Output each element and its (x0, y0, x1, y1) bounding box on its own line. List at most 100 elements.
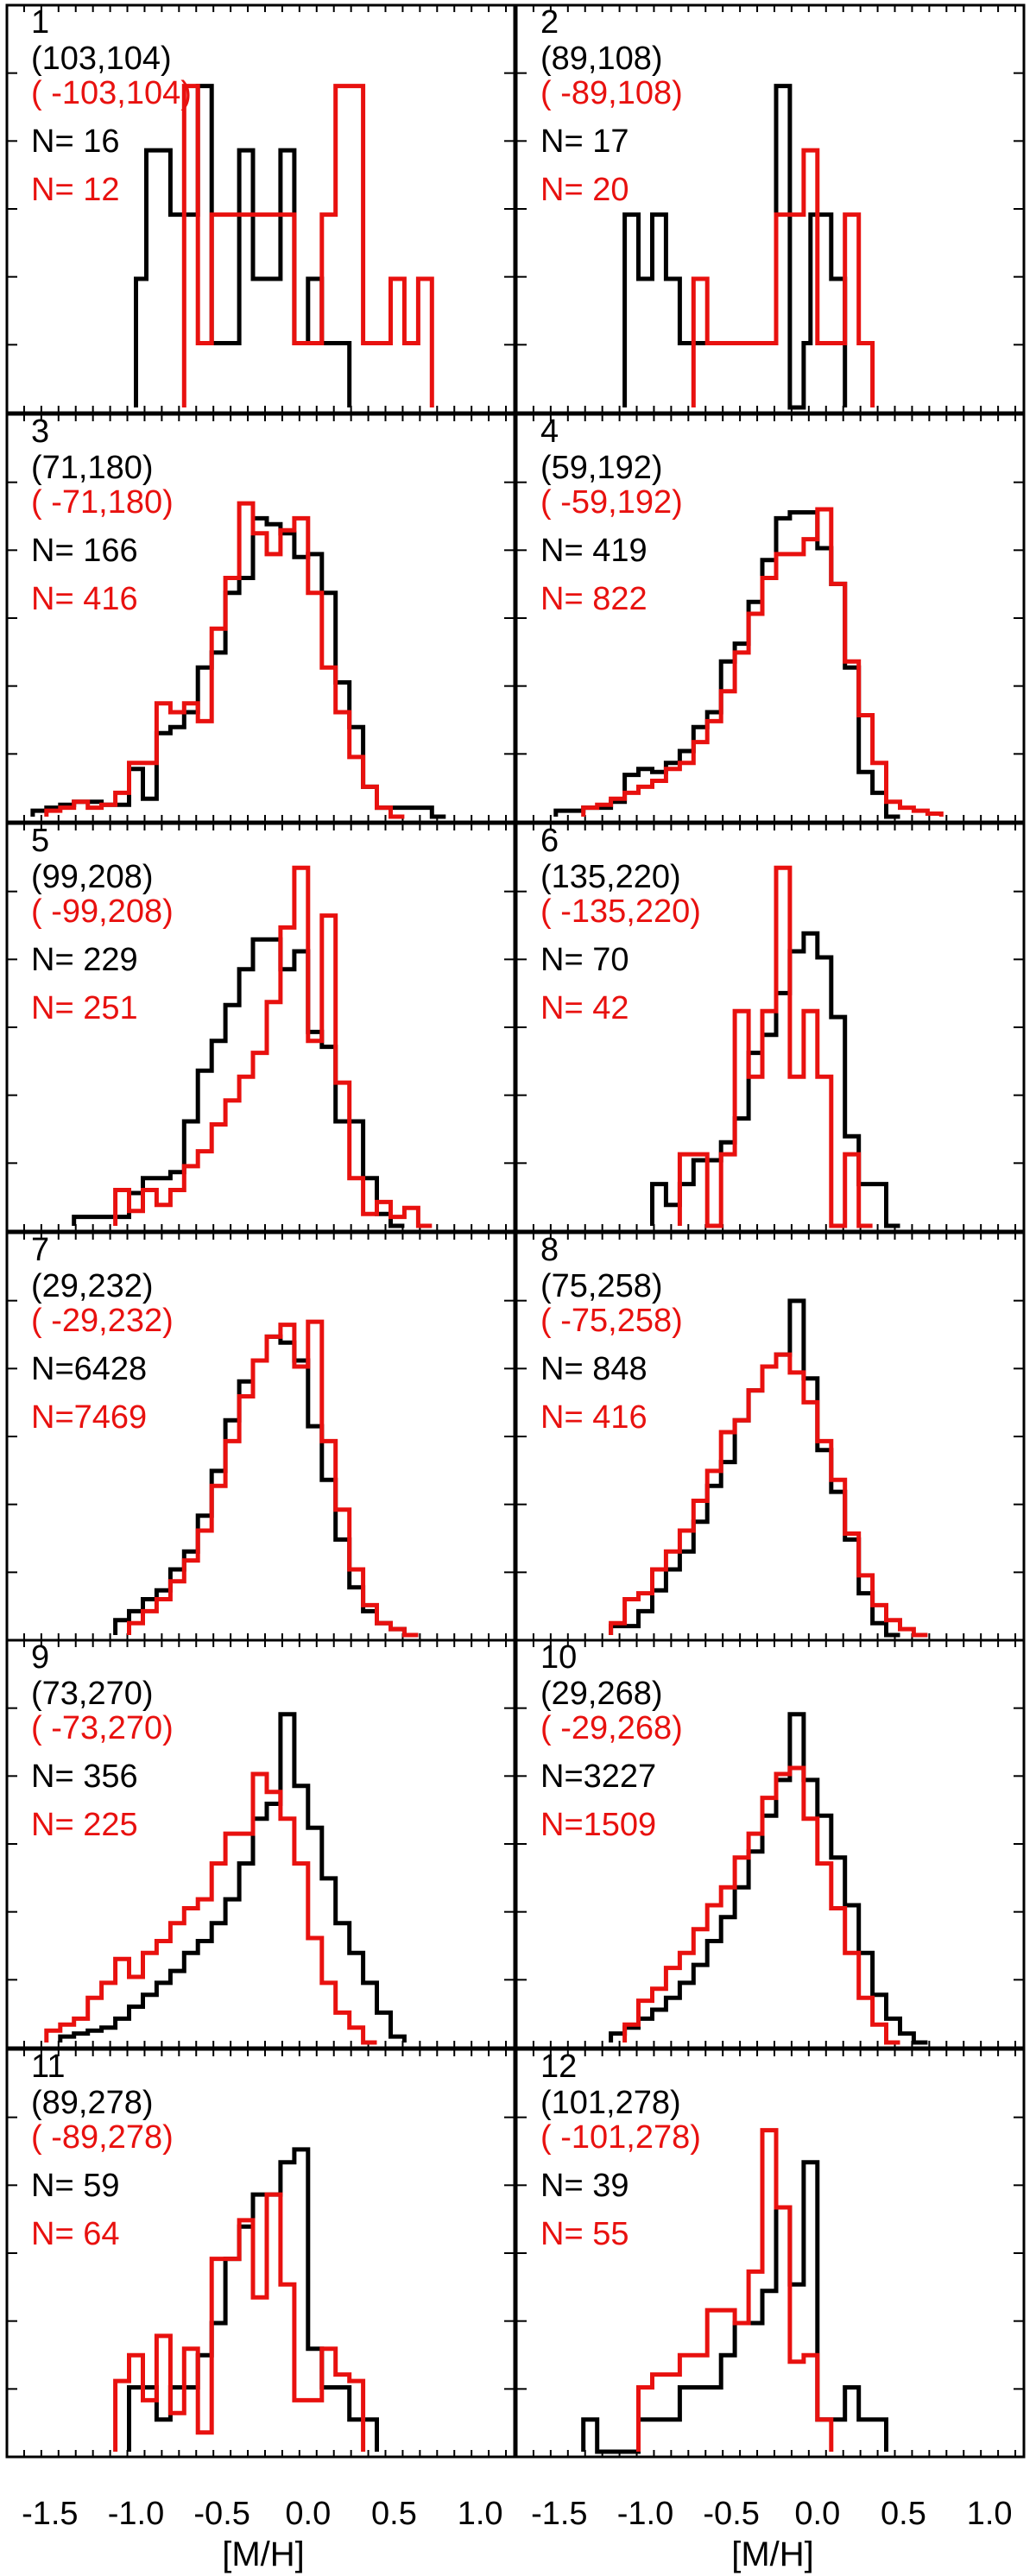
panel-frame (5, 822, 516, 1233)
histogram-series-red (181, 84, 434, 407)
x-tick-label: -0.5 (193, 2496, 250, 2532)
red-coordinate-label: ( -29,268) (540, 1710, 683, 1746)
histogram-series-red (113, 865, 433, 1228)
black-coordinate-label: (75,258) (540, 1268, 663, 1304)
histogram-series-red (113, 2192, 366, 2452)
black-coordinate-label: (99,208) (31, 859, 154, 895)
black-count-label: N= 356 (31, 1758, 138, 1795)
panel-frame (515, 2048, 1026, 2459)
red-count-label: N= 42 (540, 990, 629, 1026)
black-count-label: N= 39 (540, 2168, 629, 2204)
red-coordinate-label: ( -135,220) (540, 893, 701, 930)
histogram-panel-5: 5(99,208)( -99,208) N= 229 N= 251 (5, 822, 516, 1233)
panel-number: 3 (31, 414, 49, 450)
histogram-panel-4: 4(59,192)( -59,192) N= 419 N= 822 (515, 413, 1026, 824)
x-tick-label: 0.0 (794, 2496, 840, 2532)
black-count-label: N= 17 (540, 123, 629, 160)
panel-grid: 1(103,104)( -103,104) N= 16 N= 12 2(89,108)… (5, 3, 1026, 2459)
x-tick-label: 1.0 (967, 2496, 1013, 2532)
black-coordinate-label: (101,278) (540, 2085, 681, 2121)
red-count-label: N= 55 (540, 2216, 629, 2252)
histogram-series-red (622, 1765, 900, 2045)
black-count-label: N= 848 (540, 1351, 648, 1387)
red-coordinate-label: ( -99,208) (31, 893, 174, 930)
black-coordinate-label: (103,104) (31, 41, 172, 77)
black-coordinate-label: (73,270) (31, 1676, 154, 1712)
histogram-panel-1: 1(103,104)( -103,104) N= 16 N= 12 (5, 3, 516, 414)
red-coordinate-label: ( -103,104) (31, 75, 192, 111)
black-count-label: N= 59 (31, 2168, 119, 2204)
x-axis-right: -1.5 -1.0 -0.5 0.0 0.5 1.0 (531, 2496, 1012, 2532)
histogram-series-red (44, 501, 405, 819)
histogram-panel-7: 7(29,232)( -29,232) N=6428 N=7469 (5, 1231, 516, 1642)
x-tick-label: -1.5 (22, 2496, 78, 2532)
x-axis-left: -1.5 -1.0 -0.5 0.0 0.5 1.0 (22, 2496, 502, 2532)
black-coordinate-label: (71,180) (31, 450, 154, 486)
red-count-label: N= 416 (540, 1399, 648, 1436)
histogram-series-black (58, 1712, 407, 2042)
histogram-series-red (581, 507, 944, 817)
red-coordinate-label: ( -73,270) (31, 1710, 174, 1746)
histogram-panel-6: 6(135,220)( -135,220) N= 70 N= 42 (515, 822, 1026, 1233)
red-coordinate-label: ( -29,232) (31, 1303, 174, 1339)
histogram-panel-12: 12(101,278)( -101,278) N= 39 N= 55 (515, 2048, 1026, 2459)
x-axis-title-right: [M/H] (731, 2535, 814, 2573)
black-count-label: N=6428 (31, 1351, 147, 1387)
red-count-label: N= 64 (31, 2216, 119, 2252)
histogram-panel-11: 11(89,278)( -89,278) N= 59 N= 64 (5, 2048, 516, 2459)
x-tick-label: 0.5 (371, 2496, 417, 2532)
panel-frame (5, 413, 516, 824)
panel-number: 5 (31, 823, 49, 859)
panel-number: 1 (31, 4, 49, 41)
histogram-panel-2: 2(89,108)( -89,108) N= 17 N= 20 (515, 3, 1026, 414)
histogram-series-black (581, 2160, 888, 2454)
panel-frame (515, 1638, 1026, 2049)
panel-frame (515, 413, 1026, 824)
red-count-label: N= 20 (540, 172, 629, 208)
x-tick-label: 0.0 (285, 2496, 331, 2532)
black-count-label: N=3227 (540, 1758, 656, 1795)
red-coordinate-label: ( -89,108) (540, 75, 683, 111)
red-coordinate-label: ( -71,180) (31, 484, 174, 521)
panel-number: 11 (31, 2049, 65, 2085)
red-coordinate-label: ( -59,192) (540, 484, 683, 521)
black-coordinate-label: (29,268) (540, 1676, 663, 1712)
red-count-label: N= 822 (540, 581, 648, 617)
red-count-label: N= 12 (31, 172, 119, 208)
panel-number: 12 (540, 2049, 577, 2085)
panel-number: 4 (540, 414, 559, 450)
red-count-label: N= 416 (31, 581, 138, 617)
x-tick-label: 1.0 (458, 2496, 503, 2532)
x-tick-label: 0.5 (881, 2496, 926, 2532)
black-count-label: N= 419 (540, 533, 648, 569)
histogram-series-black (72, 937, 405, 1228)
red-count-label: N=1509 (540, 1807, 656, 1843)
red-coordinate-label: ( -101,278) (540, 2119, 701, 2156)
panel-frame (5, 1638, 516, 2049)
red-count-label: N= 251 (31, 990, 138, 1026)
black-coordinate-label: (29,232) (31, 1268, 154, 1304)
histogram-series-red (691, 148, 875, 407)
histogram-panel-9: 9(73,270)( -73,270) N= 356 N= 225 (5, 1638, 516, 2049)
panel-number: 9 (31, 1639, 49, 1676)
histogram-panel-3: 3(71,180)( -71,180) N= 166 N= 416 (5, 413, 516, 824)
black-coordinate-label: (59,192) (540, 450, 663, 486)
x-axis-title-left: [M/H] (222, 2535, 305, 2573)
histogram-series-red (636, 2128, 834, 2452)
panel-frame (515, 1231, 1026, 1642)
histogram-series-red (677, 865, 873, 1228)
black-count-label: N= 166 (31, 533, 138, 569)
black-coordinate-label: (89,278) (31, 2085, 154, 2121)
black-coordinate-label: (89,108) (540, 41, 663, 77)
red-coordinate-label: ( -75,258) (540, 1303, 683, 1339)
histogram-series-red (127, 1319, 419, 1638)
panel-number: 2 (540, 4, 559, 41)
black-count-label: N= 229 (31, 942, 138, 978)
panel-frame (5, 2048, 516, 2459)
panel-number: 8 (540, 1232, 559, 1268)
histogram-series-black (650, 931, 900, 1228)
x-tick-label: -1.0 (108, 2496, 164, 2532)
red-coordinate-label: ( -89,278) (31, 2119, 174, 2156)
histogram-panel-10: 10(29,268)( -29,268) N=3227 N=1509 (515, 1638, 1026, 2049)
